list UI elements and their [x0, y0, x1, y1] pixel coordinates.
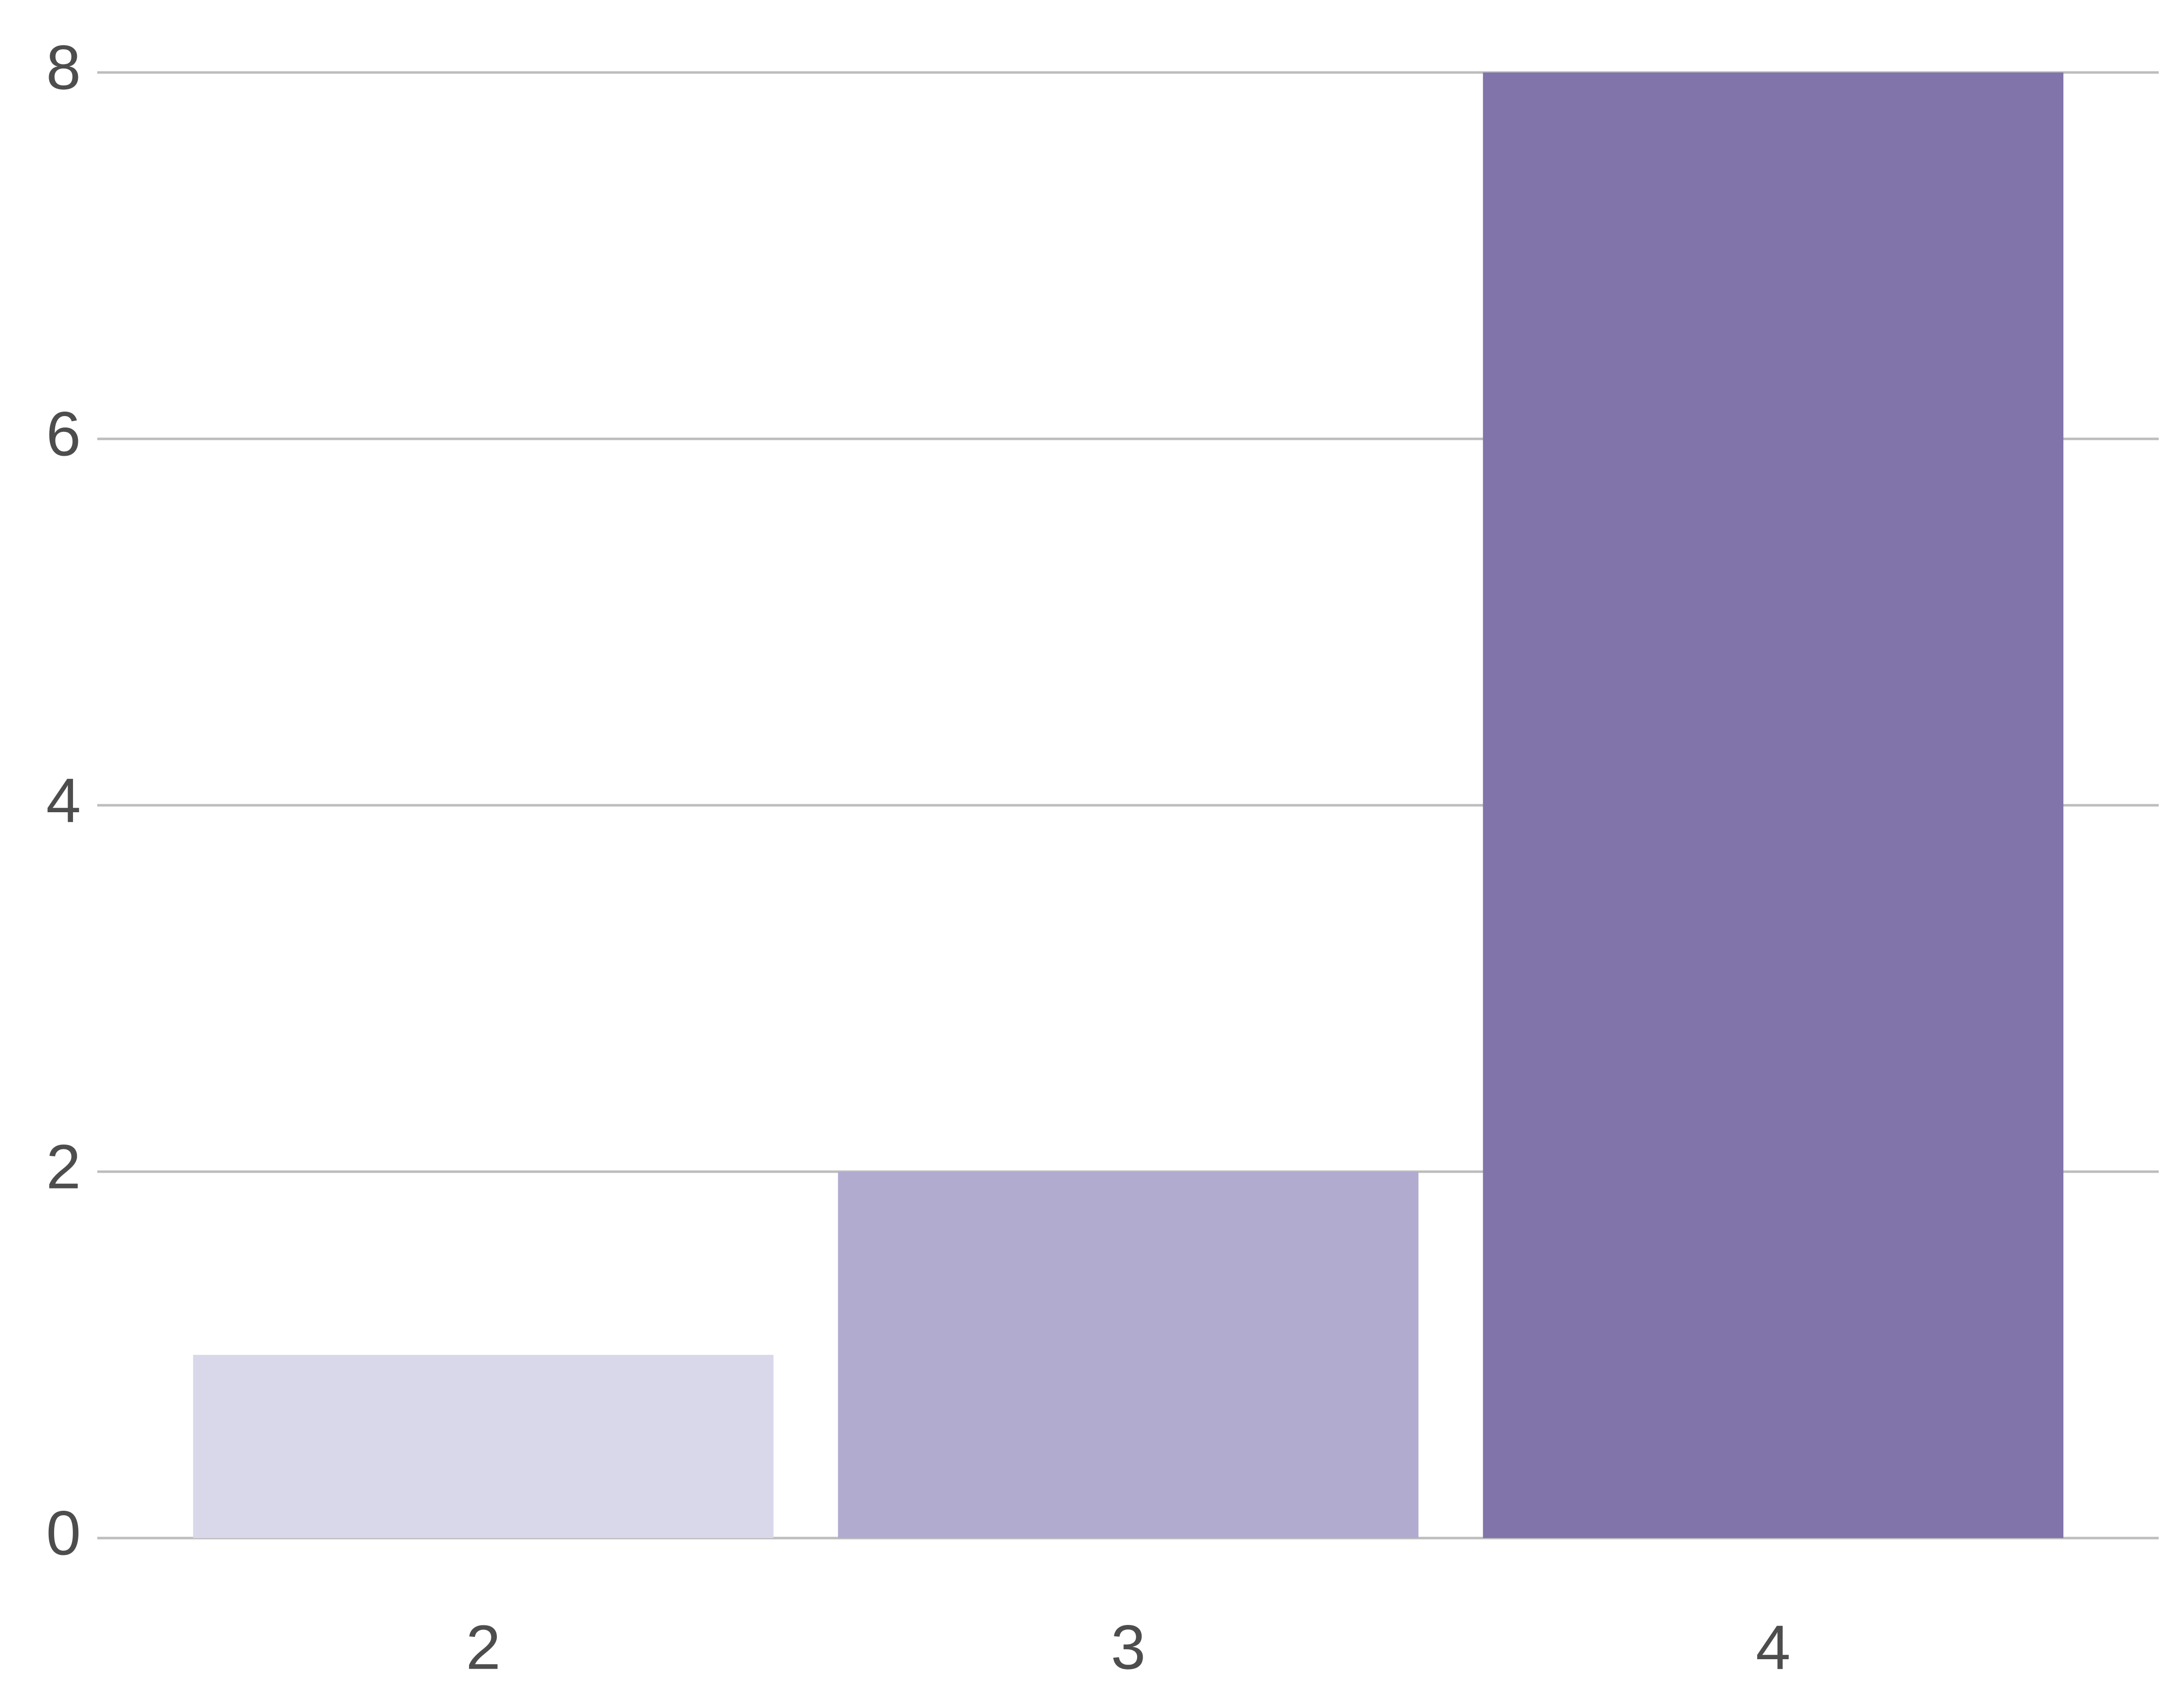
y-tick-label: 6: [46, 399, 81, 469]
y-tick-label: 2: [46, 1131, 81, 1201]
bar: [193, 1355, 774, 1538]
bar: [838, 1172, 1419, 1538]
y-tick-label: 0: [46, 1498, 81, 1568]
x-tick-label: 3: [1111, 1612, 1146, 1682]
bar: [1483, 72, 2064, 1538]
y-tick-label: 8: [46, 32, 81, 102]
x-tick-label: 2: [466, 1612, 501, 1682]
x-tick-label: 4: [1756, 1612, 1790, 1682]
y-tick-label: 4: [46, 765, 81, 835]
